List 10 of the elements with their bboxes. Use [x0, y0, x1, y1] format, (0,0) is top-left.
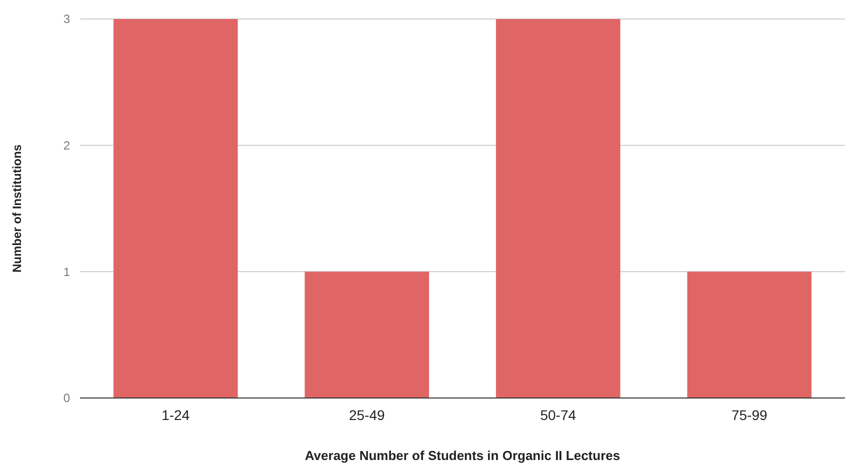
- x-tick-label: 25-49: [348, 407, 385, 423]
- y-tick-label: 1: [63, 264, 70, 279]
- y-tick-label: 2: [63, 138, 70, 153]
- y-tick-label: 0: [63, 391, 70, 406]
- x-tick-label: 1-24: [162, 407, 190, 423]
- x-axis-title: Average Number of Students in Organic II Lectures: [304, 448, 620, 463]
- y-tick-label: 3: [63, 12, 70, 26]
- x-tick-label: 50-74: [540, 407, 576, 423]
- y-axis-title: Number of Institutions: [10, 144, 24, 272]
- x-tick-label: 75-99: [731, 407, 768, 423]
